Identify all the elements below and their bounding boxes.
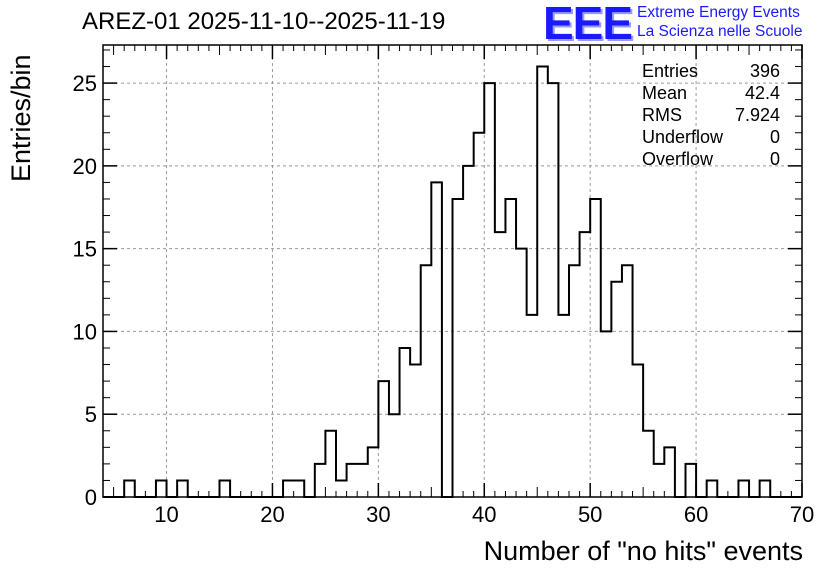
eee-logo: EEE (543, 0, 633, 49)
stats-underflow-label: Underflow (642, 127, 724, 147)
histogram-bin (294, 480, 305, 497)
histogram-bin (495, 232, 506, 497)
y-tick-label: 10 (73, 319, 97, 344)
histogram-bin (463, 166, 474, 497)
x-tick-label: 30 (366, 502, 390, 527)
stats-overflow-label: Overflow (642, 149, 714, 169)
histogram-bin (686, 464, 697, 497)
histogram-bin (124, 480, 135, 497)
histogram-bin (336, 480, 347, 497)
histogram-bin (389, 414, 400, 497)
stats-mean-value: 42.4 (744, 83, 780, 103)
histogram-bin (431, 182, 442, 497)
histogram-bin (505, 199, 516, 497)
histogram-bin (410, 365, 421, 497)
histogram-bin (548, 83, 559, 497)
stats-mean-label: Mean (642, 83, 688, 103)
stats-box: Entries 396 Mean 42.4 RMS 7.924 Underflow 0 … (642, 60, 780, 170)
histogram-bin (654, 464, 665, 497)
histogram-bin (400, 348, 411, 497)
logo-line2: La Scienza nelle Scuole (637, 23, 803, 40)
histogram-bin (558, 315, 569, 497)
histogram-bin (484, 83, 495, 497)
histogram-bin (347, 464, 358, 497)
y-axis-label: Entries/bin (6, 54, 36, 182)
histogram-bin (611, 282, 622, 497)
histogram-bin (357, 464, 368, 497)
histogram-bin (421, 265, 432, 497)
y-tick-label: 15 (73, 237, 97, 262)
histogram-bin (325, 431, 336, 497)
histogram-bin (474, 133, 485, 497)
axis-ticks: 10 20 30 40 50 60 70 0 5 10 15 20 25 (73, 45, 814, 527)
histogram-bin (453, 199, 464, 497)
stats-rms-value: 7.924 (734, 105, 780, 125)
histogram-bin (738, 480, 749, 497)
stats-underflow: Underflow 0 (642, 126, 780, 148)
x-tick-label: 40 (472, 502, 496, 527)
histogram-bin (537, 67, 548, 497)
stats-rms: RMS 7.924 (642, 104, 780, 126)
x-tick-label: 10 (154, 502, 178, 527)
stats-mean: Mean 42.4 (642, 82, 780, 104)
chart-title: AREZ-01 2025-11-10--2025-11-19 (82, 8, 446, 35)
x-tick-label: 50 (578, 502, 602, 527)
histogram-bin (220, 480, 231, 497)
histogram-bin (760, 480, 771, 497)
histogram-bin (569, 265, 580, 497)
histogram-bin (622, 265, 633, 497)
histogram-bin (707, 480, 718, 497)
stats-underflow-value: 0 (769, 127, 780, 147)
histogram-bin (643, 431, 654, 497)
y-tick-label: 25 (73, 71, 97, 96)
x-axis-label: Number of "no hits" events (483, 536, 803, 566)
histogram-bin (664, 447, 675, 497)
stats-entries: Entries 396 (642, 60, 780, 82)
histogram-bin (516, 249, 527, 497)
histogram-bin (590, 199, 601, 497)
x-tick-label: 70 (790, 502, 814, 527)
eee-logo-text: Extreme Energy Events La Scienza nelle S… (637, 3, 802, 41)
y-tick-label: 20 (73, 154, 97, 179)
stats-overflow-value: 0 (769, 149, 780, 169)
stats-rms-label: RMS (642, 105, 682, 125)
histogram-bin (527, 315, 538, 497)
logo-line1: Extreme Energy Events (637, 4, 800, 21)
stats-overflow: Overflow 0 (642, 148, 780, 170)
stats-entries-value: 396 (749, 61, 780, 81)
histogram-bin (580, 232, 591, 497)
stats-entries-label: Entries (642, 61, 699, 81)
histogram-bin (177, 480, 188, 497)
histogram-bin (315, 464, 326, 497)
x-tick-label: 60 (684, 502, 708, 527)
histogram-bin (283, 480, 294, 497)
x-tick-label: 20 (260, 502, 284, 527)
y-tick-label: 5 (85, 402, 97, 427)
histogram-bin (601, 331, 612, 497)
y-tick-label: 0 (85, 485, 97, 510)
histogram-bin (378, 381, 389, 497)
histogram-bin (633, 365, 644, 497)
histogram-bin (156, 480, 167, 497)
histogram-bin (368, 447, 379, 497)
